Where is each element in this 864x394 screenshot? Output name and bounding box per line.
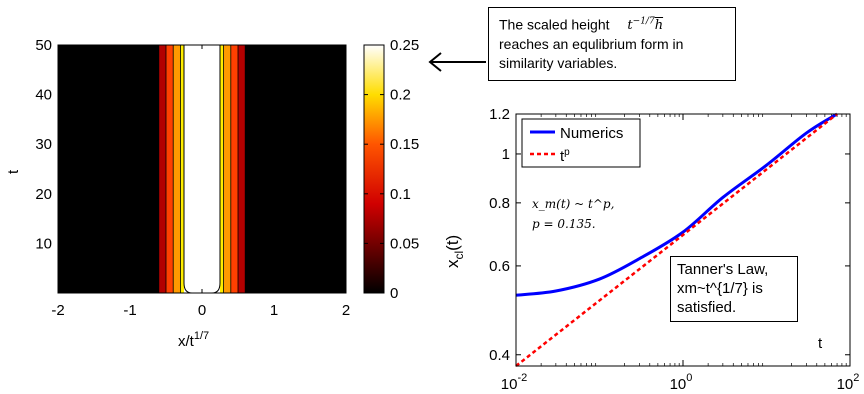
- loglog-series: [515, 112, 838, 367]
- series-numerics-line: [515, 112, 838, 297]
- equilibrium-note-line-3: similarity variables.: [499, 55, 618, 72]
- tanner-law-note-box: Tanner's Law, xm~t^{1/7} is satisfied.: [670, 256, 798, 322]
- heatmap-y-tick-label: 30: [35, 136, 52, 153]
- loglog-chart: 10-2 100 102 0.4 0.6 0.8 1 1.2 xcl(t) t Numeri…: [443, 106, 859, 393]
- heatmap-chart: -2 -1 0 1 2 10 20 30 40 50 x/t1/7 t: [5, 37, 350, 350]
- loglog-y-tick-label: 1: [502, 146, 510, 163]
- heatmap-y-tick-label: 50: [35, 37, 52, 54]
- colorbar-tick-label: 0.1: [390, 186, 411, 203]
- heatmap-field: [58, 45, 346, 293]
- arrow-head: [428, 52, 442, 72]
- heatmap-y-tick-label: 40: [35, 87, 52, 104]
- heatmap-y-axis-label: t: [5, 169, 22, 174]
- colorbar-tick-label: 0.2: [390, 87, 411, 104]
- tanner-note-line-2: xm~t^{1/7} is: [677, 280, 763, 297]
- loglog-y-axis-label: xcl(t): [443, 235, 466, 268]
- tanner-note-line-1: Tanner's Law,: [677, 261, 769, 278]
- legend-label-numerics: Numerics: [560, 125, 623, 142]
- colorbar-tick-label: 0: [390, 285, 398, 302]
- formula-line-1: x_m(t) ~ t^p,: [532, 197, 614, 211]
- loglog-y-tick-label: 1.2: [489, 106, 510, 123]
- legend-box: [521, 118, 641, 168]
- heatmap-x-tick-label: 2: [342, 302, 350, 319]
- heatmap-x-ticks: -2 -1 0 1 2: [51, 45, 350, 319]
- heatmap-y-tick-label: 20: [35, 186, 52, 203]
- heatmap-x-tick-label: -1: [123, 302, 136, 319]
- loglog-x-ticks: 10-2 100 102: [501, 114, 860, 393]
- equilibrium-note-prefix: The scaled height: [499, 16, 610, 33]
- legend-label-tp: tp: [560, 147, 570, 165]
- heatmap-x-axis-label: x/t1/7: [178, 330, 209, 350]
- equilibrium-note-math: t−1/7h: [627, 17, 664, 34]
- colorbar-gradient: [363, 44, 385, 294]
- colorbar-ticks: 0 0.05 0.1 0.15 0.2 0.25: [364, 37, 419, 302]
- formula-line-2: p = 0.135.: [532, 217, 596, 231]
- loglog-x-axis-label: t: [818, 335, 823, 352]
- tanner-note-line-3: satisfied.: [677, 299, 737, 316]
- heatmap-x-tick-label: 0: [198, 302, 206, 319]
- colorbar-tick-label: 0.15: [390, 136, 419, 153]
- heatmap-y-ticks: 10 20 30 40 50: [35, 37, 346, 252]
- loglog-x-tick-label: 100: [670, 372, 693, 393]
- colorbar: 0 0.05 0.1 0.15 0.2 0.25: [363, 37, 419, 302]
- loglog-y-tick-label: 0.4: [489, 347, 510, 364]
- colorbar-tick-label: 0.05: [390, 235, 419, 252]
- series-tp-line: [515, 113, 838, 367]
- loglog-x-tick-label: 10-2: [501, 372, 527, 393]
- loglog-y-tick-label: 0.8: [489, 195, 510, 212]
- equilibrium-note-line-2: reaches an equlibrium form in: [499, 36, 684, 53]
- heatmap-x-tick-label: -2: [51, 302, 64, 319]
- equilibrium-note-box: The scaled height t−1/7h reaches an equl…: [488, 7, 736, 81]
- heatmap-core: [184, 45, 220, 293]
- legend: Numerics tp: [521, 118, 641, 168]
- equilibrium-note-line-1: The scaled height t−1/7h: [499, 13, 735, 35]
- loglog-y-tick-label: 0.6: [489, 258, 510, 275]
- heatmap-y-tick-label: 10: [35, 235, 52, 252]
- annotation-arrow: [428, 52, 486, 72]
- colorbar-tick-label: 0.25: [390, 37, 419, 54]
- heatmap-contours: [158, 45, 246, 294]
- loglog-y-ticks: 0.4 0.6 0.8 1 1.2: [489, 106, 850, 364]
- heatmap-x-tick-label: 1: [270, 302, 278, 319]
- loglog-x-tick-label: 102: [837, 372, 860, 393]
